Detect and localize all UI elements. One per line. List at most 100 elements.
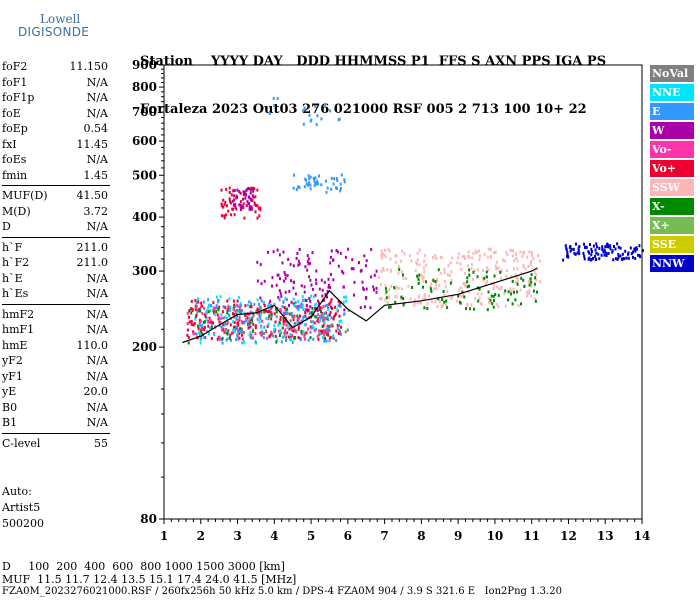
echo-point: [486, 280, 489, 283]
echo-point: [213, 313, 216, 317]
echo-point: [210, 303, 213, 307]
echo-point: [507, 298, 510, 302]
echo-point: [263, 310, 266, 314]
echo-point: [196, 310, 199, 314]
echo-point: [254, 324, 257, 328]
param-value: N/A: [86, 287, 108, 300]
echo-point: [300, 302, 303, 306]
trace-line: [182, 267, 538, 344]
echo-point: [275, 340, 278, 344]
echo-point: [288, 303, 290, 307]
echo-point: [196, 297, 199, 301]
param-name: D: [2, 220, 11, 233]
param-row: foF2 11.150: [2, 60, 108, 74]
echo-point: [516, 267, 519, 271]
echo-point: [248, 321, 251, 325]
echo-point: [250, 198, 252, 202]
echo-point: [251, 329, 254, 333]
echo-point: [343, 295, 346, 299]
echo-point: [207, 303, 210, 307]
echo-point: [342, 300, 345, 304]
echo-point: [326, 295, 328, 299]
echo-point: [309, 299, 312, 303]
echo-point: [321, 294, 324, 298]
echo-point: [220, 202, 223, 206]
echo-point: [188, 320, 191, 324]
echo-point: [330, 305, 333, 309]
echo-point: [249, 191, 252, 195]
echo-point: [217, 308, 220, 312]
echo-point: [260, 282, 263, 286]
echo-point: [469, 307, 472, 311]
echo-point: [224, 330, 227, 334]
echo-point: [629, 246, 632, 250]
echo-point: [332, 278, 335, 282]
echo-point: [315, 123, 318, 127]
echo-point: [418, 301, 421, 305]
echo-point: [312, 320, 315, 324]
echo-point: [322, 315, 325, 319]
param-name: C-level: [2, 436, 41, 450]
echo-point: [292, 297, 295, 301]
echo-point: [293, 322, 296, 326]
echo-point: [526, 290, 528, 294]
echo-point: [380, 254, 383, 257]
echo-point: [200, 329, 202, 333]
x-tick-label: 1: [160, 529, 168, 543]
param-name: fxI: [2, 137, 17, 151]
echo-point: [293, 323, 296, 327]
echo-point: [322, 330, 325, 334]
echo-point: [299, 314, 301, 318]
echo-point: [252, 313, 255, 317]
echo-point: [336, 250, 339, 254]
echo-point: [259, 313, 262, 317]
echo-point: [340, 319, 343, 323]
echo-point: [309, 175, 312, 179]
echo-point: [394, 295, 397, 298]
echo-point: [320, 310, 322, 314]
param-row: h`Es N/A: [2, 287, 108, 301]
x-tick-label: 11: [523, 529, 540, 543]
echo-point: [199, 305, 202, 309]
echo-point: [270, 330, 273, 334]
echo-point: [534, 299, 537, 303]
param-row: fmin 1.45: [2, 169, 108, 183]
echo-point: [360, 268, 363, 272]
echo-point: [323, 339, 326, 343]
echo-point: [292, 186, 295, 190]
echo-point: [307, 262, 310, 266]
echo-point: [309, 336, 312, 340]
echo-point: [514, 273, 517, 277]
echo-point: [207, 324, 210, 328]
echo-point: [267, 317, 270, 321]
echo-point: [249, 318, 252, 322]
echo-point: [224, 315, 227, 319]
echo-point: [318, 301, 320, 305]
echo-point: [283, 306, 286, 309]
echo-point: [463, 295, 466, 299]
echo-point: [468, 268, 471, 272]
echo-point: [519, 250, 522, 254]
echo-point: [529, 263, 532, 266]
echo-point: [254, 332, 257, 335]
echo-point: [461, 255, 464, 259]
param-row: foF1 N/A: [2, 76, 108, 90]
echo-point: [467, 264, 469, 268]
echo-point: [450, 270, 453, 274]
echo-point: [472, 252, 475, 255]
echo-point: [233, 328, 236, 332]
echo-point: [325, 190, 328, 194]
echo-point: [263, 279, 266, 283]
echo-point: [372, 285, 375, 289]
echo-point: [220, 325, 223, 329]
echo-point: [290, 279, 293, 283]
echo-point: [486, 275, 488, 279]
echo-point: [400, 295, 403, 299]
echo-point: [251, 186, 254, 190]
echo-point: [212, 321, 215, 325]
echo-point: [203, 325, 206, 329]
echo-point: [219, 321, 222, 324]
echo-point: [203, 336, 206, 340]
echo-point: [388, 305, 391, 309]
param-value: 55: [94, 436, 108, 450]
